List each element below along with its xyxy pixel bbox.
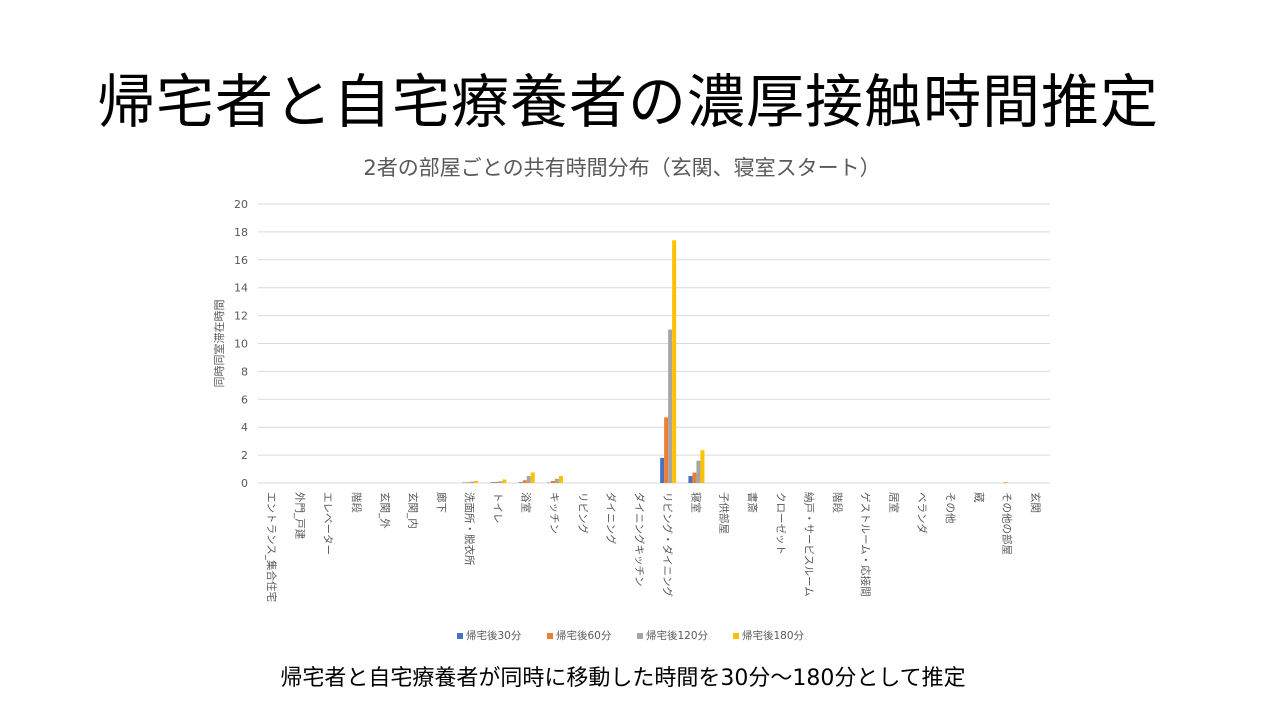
legend-label: 帰宅後60分	[556, 629, 612, 642]
x-tick-label: 玄関	[1029, 492, 1042, 513]
bar	[555, 478, 559, 483]
y-tick-label: 4	[241, 421, 248, 434]
bar	[474, 480, 479, 483]
y-tick-label: 20	[234, 198, 248, 211]
y-tick-label: 14	[234, 282, 248, 295]
x-tick-label: リビング・ダイニング	[661, 492, 674, 597]
y-tick-label: 2	[241, 449, 248, 462]
x-tick-label: 寝室	[689, 492, 702, 513]
bar	[551, 480, 555, 483]
bar	[498, 481, 503, 483]
x-tick-label: その他の部屋	[1001, 492, 1014, 555]
x-tick-label: エントランス_集合住宅	[265, 492, 278, 602]
bar	[470, 481, 475, 483]
bar	[672, 240, 677, 483]
y-tick-label: 16	[234, 254, 248, 267]
slide-footer: 帰宅者と自宅療養者が同時に移動した時間を30分～180分として推定	[280, 666, 966, 691]
y-tick-label: 12	[234, 310, 248, 323]
x-tick-label: 蔵	[972, 492, 985, 503]
x-tick-label: クローゼット	[774, 492, 786, 555]
bar	[490, 482, 495, 483]
x-tick-label: その他	[944, 492, 957, 524]
bar	[494, 481, 499, 483]
x-tick-label: 階段	[831, 492, 844, 513]
bar	[559, 476, 563, 483]
bar	[688, 476, 693, 483]
x-tick-label: エレベーター	[322, 492, 334, 555]
x-tick-label: 玄関_外	[378, 492, 391, 529]
x-tick-label: ゲストルーム・応接間	[859, 492, 872, 597]
x-tick-label: 納戸・サービスルーム	[803, 492, 816, 597]
bar	[518, 482, 523, 483]
y-tick-label: 18	[234, 226, 248, 239]
x-tick-label: 玄関_内	[407, 492, 420, 529]
x-tick-label: ダイニングキッチン	[633, 492, 646, 587]
x-tick-label: キッチン	[548, 492, 560, 534]
x-tick-label: 浴室	[520, 492, 533, 513]
y-axis-label: 同時同室滞在時間	[212, 300, 226, 388]
bar	[1003, 482, 1008, 483]
x-tick-label: ベランダ	[916, 492, 929, 534]
x-tick-label: 居室	[887, 492, 900, 513]
legend-label: 帰宅後180分	[742, 629, 805, 642]
bar	[522, 480, 527, 483]
x-tick-label: 子供部屋	[718, 492, 731, 534]
y-tick-label: 10	[234, 338, 248, 351]
bar	[502, 479, 507, 483]
y-tick-label: 8	[241, 365, 248, 378]
bar	[530, 472, 535, 483]
bar	[466, 482, 471, 483]
bar	[696, 460, 701, 483]
bar	[526, 476, 531, 483]
x-tick-label: トイレ	[491, 492, 503, 524]
legend-swatch	[457, 633, 463, 639]
bar	[692, 472, 697, 483]
y-tick-label: 6	[241, 393, 248, 406]
x-tick-label: 書斎	[746, 492, 759, 513]
x-tick-label: 洗面所・脱衣所	[463, 492, 476, 566]
legend-swatch	[547, 633, 553, 639]
chart-title: 2者の部屋ごとの共有時間分布（玄関、寝室スタート）	[363, 156, 880, 180]
x-tick-label: ダイニング	[605, 492, 618, 545]
legend-label: 帰宅後30分	[466, 629, 522, 642]
legend-label: 帰宅後120分	[646, 629, 709, 642]
bar	[668, 329, 673, 483]
x-tick-label: リビング	[576, 492, 589, 534]
bar	[660, 457, 665, 483]
x-tick-label: 階段	[350, 492, 363, 513]
bar	[664, 417, 669, 483]
bar	[700, 450, 705, 483]
legend-swatch	[733, 633, 739, 639]
x-tick-label: 外門_戸建	[293, 492, 306, 540]
legend-swatch	[637, 633, 643, 639]
x-tick-label: 廊下	[435, 492, 448, 513]
slide-title: 帰宅者と自宅療養者の濃厚接触時間推定	[96, 68, 1159, 136]
y-tick-label: 0	[241, 477, 248, 490]
